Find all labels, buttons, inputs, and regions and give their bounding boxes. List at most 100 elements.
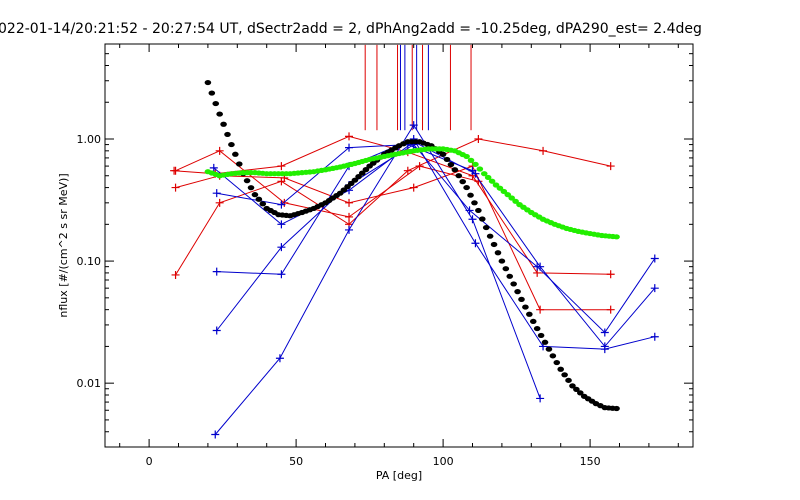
series-5-point-7	[650, 254, 659, 263]
series-4-point-3	[409, 121, 418, 130]
plot-frame	[104, 43, 694, 448]
curve-0-dot-65	[455, 173, 463, 179]
series-6-point-0	[212, 267, 221, 276]
curve-0-dot-0	[204, 79, 212, 86]
curve-1-dot-73	[484, 174, 492, 181]
curve-1-dot-70	[472, 161, 479, 167]
curve-0-dot-14	[259, 201, 267, 207]
series-4-point-2	[345, 225, 354, 234]
curve-0-dot-67	[463, 184, 470, 191]
curve-0-dot-10	[243, 178, 251, 184]
curve-0-dot-81	[518, 296, 525, 302]
curve-0-dot-83	[526, 311, 533, 317]
series-6-point-7	[650, 332, 659, 341]
x-tick-label-2: 100	[433, 455, 454, 468]
series-0-point-3	[345, 132, 354, 141]
curve-0-dot-84	[529, 318, 537, 325]
series-1-point-3	[345, 198, 354, 207]
series-2-point-0	[171, 270, 180, 279]
series-line-5	[216, 143, 656, 334]
series-3-point-3	[345, 212, 354, 221]
curve-0-dot-68	[467, 192, 474, 198]
curve-0-dot-96	[577, 390, 584, 396]
series-8-point-4	[471, 169, 480, 178]
series-1-point-4	[409, 183, 418, 192]
curve-0-dot-91	[557, 366, 564, 372]
series-2-point-7	[606, 162, 615, 171]
series-7-point-7	[650, 284, 659, 293]
curve-0-dot-88	[545, 346, 553, 352]
series-line-6	[216, 138, 655, 350]
series-4-point-1	[275, 354, 284, 363]
curve-0-dot-39	[355, 174, 362, 180]
curve-0-dot-92	[561, 372, 568, 378]
curve-0-dot-61	[439, 151, 447, 157]
curve-0-dot-73	[486, 233, 494, 239]
curve-0-dot-6	[228, 141, 235, 148]
curve-0-dot-89	[549, 353, 557, 359]
curve-1-dot-80	[512, 198, 519, 204]
series-8-point-0	[209, 163, 218, 172]
curve-1-dot-75	[492, 182, 500, 188]
curve-0-dot-1	[208, 90, 216, 96]
curve-0-dot-38	[351, 177, 359, 183]
curve-1-dot-78	[504, 192, 512, 198]
series-1-point-7	[606, 305, 615, 314]
series-3-point-0	[171, 166, 180, 175]
curve-1-dot-106	[613, 234, 620, 240]
curve-0-dot-69	[471, 200, 478, 206]
series-7-point-0	[212, 189, 221, 198]
curve-1-dot-71	[476, 166, 484, 172]
series-1-point-6	[536, 305, 545, 314]
curve-1-dot-74	[488, 178, 496, 184]
curve-0-dot-5	[224, 131, 231, 138]
series-line-3	[175, 150, 479, 218]
curve-0-dot-12	[251, 192, 259, 198]
series-2-point-6	[539, 146, 548, 155]
series-line-8	[213, 141, 476, 225]
series-3-point-4	[415, 162, 424, 171]
curve-0-dot-105	[613, 405, 620, 412]
axis-ticks: 0 50 100 150 0.01 0.10 1.00	[77, 43, 693, 468]
curve-0-dot-90	[553, 359, 561, 366]
curve-0-dot-93	[565, 377, 572, 383]
series-6-point-4	[471, 239, 480, 248]
curve-0-dot-78	[506, 273, 514, 279]
curve-1-dot-69	[467, 157, 475, 163]
series-1-point-0	[171, 183, 180, 192]
curve-0-dot-13	[255, 196, 263, 202]
y-axis-label: nflux [#/(cm^2 s sr MeV)]	[57, 173, 70, 317]
series-line-4	[214, 124, 541, 435]
curve-0-dot-63	[447, 161, 455, 168]
series-7-point-2	[345, 143, 354, 152]
series-2-point-4	[403, 166, 412, 175]
series-0-point-7	[606, 270, 615, 279]
series-7-point-5	[536, 262, 545, 271]
curve-0-dot-87	[541, 339, 549, 345]
series-5-point-1	[277, 243, 286, 252]
x-tick-label-1: 50	[289, 455, 303, 468]
series-2-point-5	[474, 134, 483, 143]
series-3-point-1	[215, 146, 224, 155]
curve-0-dot-75	[494, 250, 502, 256]
curve-0-dot-3	[216, 111, 223, 117]
series-5-point-6	[600, 328, 609, 337]
series-5-point-4	[465, 206, 474, 215]
curve-0-dot-40	[358, 170, 366, 176]
curve-0-dot-85	[533, 325, 541, 332]
series-line-2	[175, 138, 611, 276]
series-0-point-2	[277, 162, 286, 171]
series-7-point-6	[600, 342, 609, 351]
curve-1-dot-79	[508, 195, 515, 201]
curve-0-dot-66	[459, 179, 467, 185]
chart-title: 022-01-14/20:21:52 - 20:27:54 UT, dSectr…	[0, 21, 702, 37]
series-4-point-5	[536, 394, 545, 403]
curve-0-dot-2	[212, 100, 220, 107]
curve-0-dot-76	[498, 258, 506, 264]
curve-0-dot-86	[537, 332, 545, 339]
curve-0-dot-95	[573, 386, 580, 392]
curve-0-dot-7	[232, 151, 239, 157]
curve-0-dot-80	[514, 289, 521, 295]
series-line-7	[216, 144, 656, 348]
